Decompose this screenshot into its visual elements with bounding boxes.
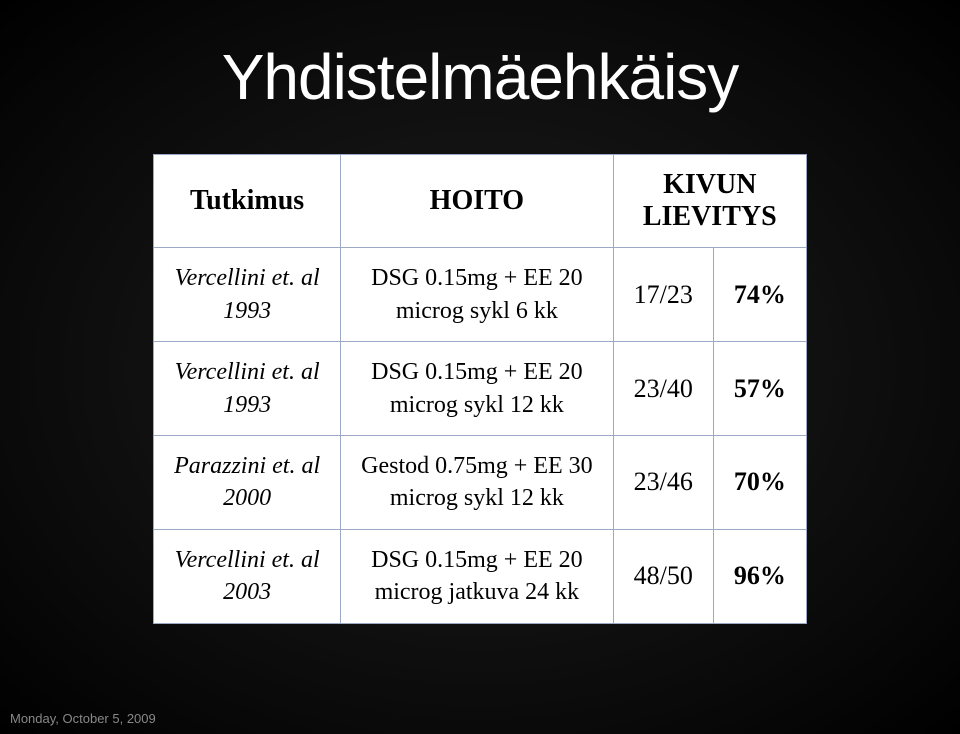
table-row: Vercellini et. al 2003 DSG 0.15mg + EE 2… xyxy=(154,529,807,623)
header-relief: KIVUN LIEVITYS xyxy=(613,155,806,248)
treatment-cell: Gestod 0.75mg + EE 30 microg sykl 12 kk xyxy=(341,435,614,529)
header-treatment: HOITO xyxy=(341,155,614,248)
treatment-line1: DSG 0.15mg + EE 20 xyxy=(371,265,583,291)
ratio-cell: 23/40 xyxy=(613,342,713,436)
header-relief-line2: LIEVITYS xyxy=(643,201,777,232)
ratio-cell: 23/46 xyxy=(613,435,713,529)
ratio-cell: 48/50 xyxy=(613,529,713,623)
header-relief-line1: KIVUN xyxy=(663,169,756,200)
page-title: Yhdistelmäehkäisy xyxy=(0,40,960,114)
footer-date: Monday, October 5, 2009 xyxy=(10,711,156,726)
study-cell: Parazzini et. al 2000 xyxy=(154,435,341,529)
ratio-cell: 17/23 xyxy=(613,248,713,342)
treatment-cell: DSG 0.15mg + EE 20 microg sykl 6 kk xyxy=(341,248,614,342)
study-year: 1993 xyxy=(223,392,271,418)
table-container: Tutkimus HOITO KIVUN LIEVITYS Vercellini… xyxy=(0,154,960,624)
treatment-line2: microg jatkuva 24 kk xyxy=(375,579,580,605)
pct-cell: 74% xyxy=(713,248,806,342)
treatment-cell: DSG 0.15mg + EE 20 microg jatkuva 24 kk xyxy=(341,529,614,623)
pct-cell: 57% xyxy=(713,342,806,436)
study-name: Vercellini et. al xyxy=(175,265,320,291)
header-study: Tutkimus xyxy=(154,155,341,248)
table-row: Vercellini et. al 1993 DSG 0.15mg + EE 2… xyxy=(154,248,807,342)
table-row: Parazzini et. al 2000 Gestod 0.75mg + EE… xyxy=(154,435,807,529)
study-name: Vercellini et. al xyxy=(175,359,320,385)
treatment-line2: microg sykl 12 kk xyxy=(390,392,564,418)
study-year: 2000 xyxy=(223,485,271,511)
treatment-line2: microg sykl 12 kk xyxy=(390,485,564,511)
treatment-cell: DSG 0.15mg + EE 20 microg sykl 12 kk xyxy=(341,342,614,436)
table-body: Vercellini et. al 1993 DSG 0.15mg + EE 2… xyxy=(154,248,807,623)
study-cell: Vercellini et. al 1993 xyxy=(154,248,341,342)
table-header-row: Tutkimus HOITO KIVUN LIEVITYS xyxy=(154,155,807,248)
pct-cell: 96% xyxy=(713,529,806,623)
studies-table: Tutkimus HOITO KIVUN LIEVITYS Vercellini… xyxy=(153,154,807,624)
study-cell: Vercellini et. al 1993 xyxy=(154,342,341,436)
table-row: Vercellini et. al 1993 DSG 0.15mg + EE 2… xyxy=(154,342,807,436)
treatment-line1: DSG 0.15mg + EE 20 xyxy=(371,359,583,385)
treatment-line2: microg sykl 6 kk xyxy=(396,298,558,324)
study-cell: Vercellini et. al 2003 xyxy=(154,529,341,623)
study-year: 2003 xyxy=(223,579,271,605)
slide: Yhdistelmäehkäisy Tutkimus HOITO KIVUN L… xyxy=(0,0,960,734)
study-name: Vercellini et. al xyxy=(175,547,320,573)
study-name: Parazzini et. al xyxy=(174,453,320,479)
pct-cell: 70% xyxy=(713,435,806,529)
treatment-line1: Gestod 0.75mg + EE 30 xyxy=(361,453,593,479)
study-year: 1993 xyxy=(223,298,271,324)
treatment-line1: DSG 0.15mg + EE 20 xyxy=(371,547,583,573)
